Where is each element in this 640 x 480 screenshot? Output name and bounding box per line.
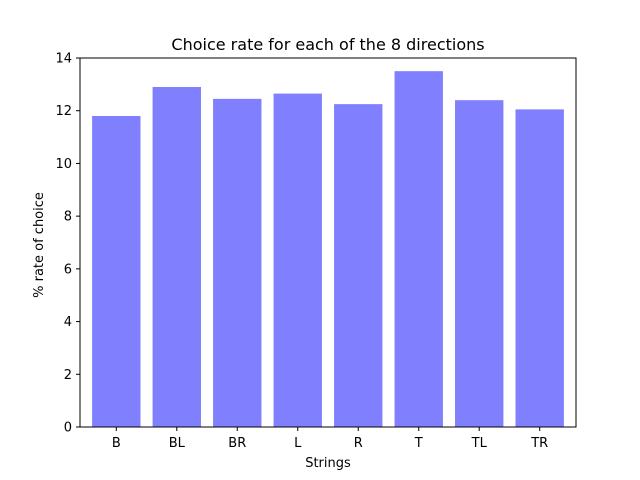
bar-br	[213, 98, 262, 427]
x-tick-label: L	[294, 436, 302, 451]
y-tick-label: 14	[55, 52, 72, 67]
x-tick-label: BL	[169, 436, 186, 451]
x-tick-label: B	[112, 436, 121, 451]
bar-t	[394, 71, 443, 427]
y-tick-label: 8	[64, 210, 72, 225]
bar-tr	[515, 109, 564, 428]
x-tick-label: TR	[530, 436, 548, 451]
ticks-layer: 0 2 4 6 8 10 12 14 B BL BR L R T TL TR	[55, 52, 548, 452]
x-tick-label: BR	[228, 436, 246, 451]
bar-tl	[455, 100, 504, 428]
bar-b	[92, 115, 141, 427]
x-tick-label: R	[354, 436, 363, 451]
y-tick-label: 4	[64, 315, 72, 330]
y-tick-label: 12	[55, 104, 72, 119]
y-axis-label: % rate of choice	[32, 192, 47, 298]
bars-layer	[92, 71, 564, 428]
axes-layer	[79, 57, 577, 428]
x-tick-label: TL	[471, 436, 488, 451]
x-tick-label: T	[414, 436, 423, 451]
y-tick-label: 2	[64, 368, 72, 383]
plot-frame	[79, 57, 577, 428]
bar-bl	[152, 86, 201, 427]
x-axis-label: Strings	[305, 456, 351, 471]
y-tick-label: 10	[55, 157, 72, 172]
y-tick-label: 6	[64, 262, 72, 277]
bar-l	[273, 93, 322, 427]
chart-title: Choice rate for each of the 8 directions	[171, 35, 484, 54]
y-tick-label: 0	[64, 421, 72, 436]
bar-r	[334, 104, 383, 427]
